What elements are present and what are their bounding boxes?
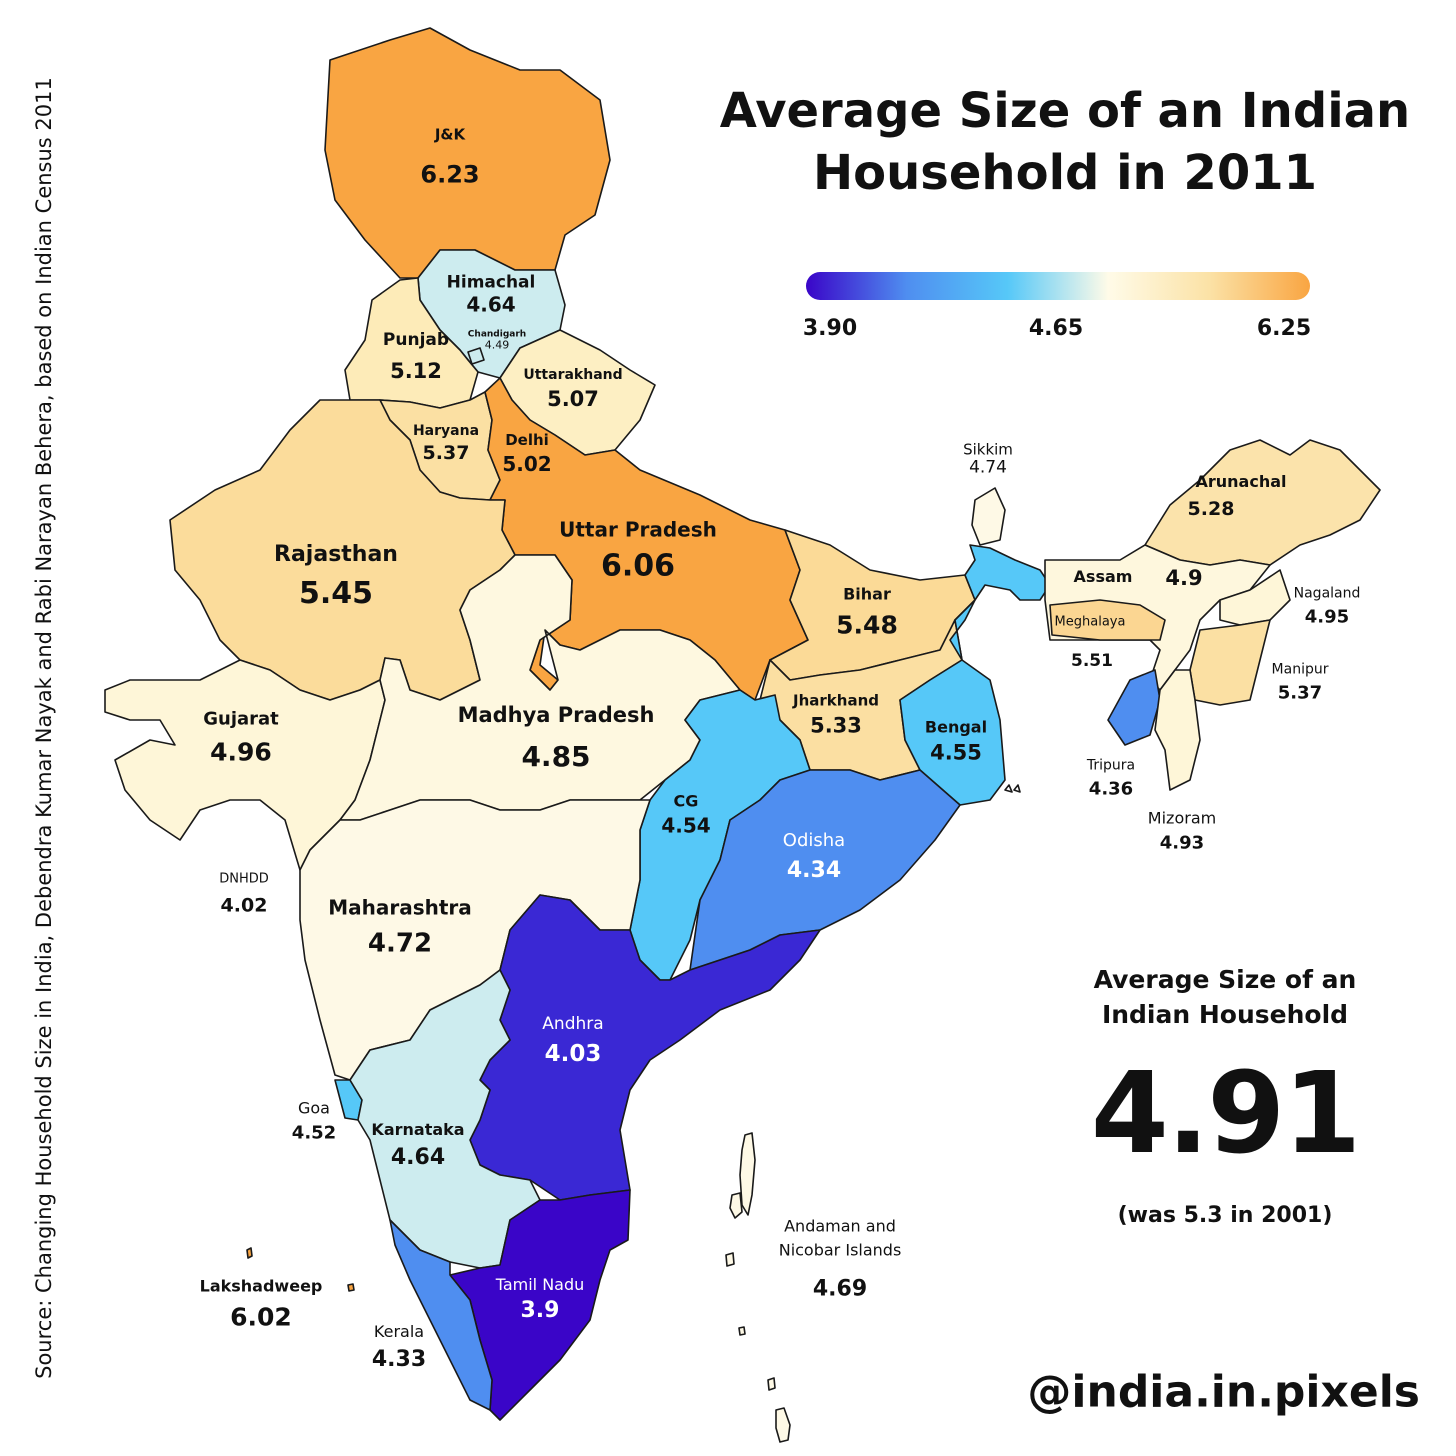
brand-handle: @india.in.pixels	[1027, 1366, 1420, 1418]
label-karnataka: Karnataka 4.64	[371, 1120, 465, 1171]
label-mizoram: Mizoram 4.93	[1147, 808, 1217, 854]
label-nagaland: Nagaland 4.95	[1293, 585, 1361, 628]
label-uttarakhand: Uttarakhand 5.07	[523, 366, 623, 411]
region-chhattisgarh[interactable]	[629, 689, 811, 981]
label-jharkhand: Jharkhand 5.33	[793, 691, 879, 738]
map-title: Average Size of an Indian Household in 2…	[700, 80, 1430, 205]
label-tamil-nadu: Tamil Nadu 3.9	[495, 1275, 585, 1324]
label-kerala: Kerala 4.33	[371, 1322, 427, 1373]
region-karnataka[interactable]	[349, 969, 541, 1269]
summary-value: 4.91	[1090, 1049, 1361, 1179]
label-goa: Goa 4.52	[291, 1098, 337, 1144]
label-odisha: Odisha 4.34	[782, 830, 846, 883]
region-tripura[interactable]	[1107, 669, 1161, 746]
label-bihar: Bihar 5.48	[836, 584, 898, 640]
region-kerala[interactable]	[389, 1219, 493, 1411]
label-rajasthan: Rajasthan 5.45	[274, 542, 398, 612]
label-assam: Assam	[1073, 566, 1133, 586]
bengal-island-marks	[1004, 784, 1021, 793]
label-dnhdd: DNHDD 4.02	[219, 871, 269, 917]
label-madhya-pradesh: Madhya Pradesh 4.85	[457, 702, 655, 773]
summary-heading-line-2: Indian Household	[1101, 1000, 1349, 1029]
label-bengal: Bengal 4.55	[924, 717, 988, 766]
label-tripura: Tripura 4.36	[1086, 757, 1136, 800]
source-credit: Source: Changing Household Size in India…	[32, 77, 56, 1379]
region-mizoram[interactable]	[1154, 669, 1201, 791]
region-lakshadweep[interactable]	[246, 1247, 355, 1292]
region-andaman-nicobar[interactable]	[725, 1132, 791, 1443]
legend-mid-label: 4.65	[1028, 316, 1084, 341]
label-himachal: Himachal 4.64	[446, 272, 536, 317]
label-punjab: Punjab 5.12	[382, 330, 450, 383]
label-jk: J&K 6.23	[420, 125, 480, 189]
label-uttar-pradesh: Uttar Pradesh 6.06	[559, 517, 717, 584]
summary-previous: (was 5.3 in 2001)	[1117, 1202, 1333, 1228]
label-chandigarh: Chandigarh 4.49	[467, 329, 527, 352]
label-andhra: Andhra 4.03	[542, 1014, 604, 1067]
label-gujarat: Gujarat 4.96	[203, 708, 279, 766]
region-jk[interactable]	[324, 27, 611, 279]
title-line-1: Average Size of an Indian	[719, 83, 1411, 139]
region-manipur[interactable]	[1189, 619, 1271, 706]
region-meghalaya[interactable]	[1049, 599, 1166, 641]
legend-max-label: 6.25	[1256, 316, 1312, 341]
color-scale-legend	[806, 272, 1310, 300]
label-manipur: Manipur 5.37	[1271, 661, 1329, 704]
label-cg: CG 4.54	[661, 791, 711, 838]
region-chandigarh[interactable]	[467, 347, 485, 365]
region-punjab[interactable]	[344, 277, 479, 409]
label-arunachal: Arunachal 5.28	[1187, 471, 1287, 521]
label-maharashtra: Maharashtra 4.72	[328, 895, 472, 959]
summary-panel: Average Size of an Indian Household 4.91…	[1060, 962, 1390, 1228]
label-andaman-nicobar: Andaman and Nicobar Islands 4.69	[778, 1216, 902, 1302]
label-meghalaya: Meghalaya	[1054, 614, 1126, 630]
label-lakshadweep: Lakshadweep 6.02	[199, 1276, 323, 1332]
region-sikkim[interactable]	[971, 487, 1006, 546]
label-sikkim: Sikkim 4.74	[963, 440, 1013, 478]
label-delhi: Delhi 5.02	[502, 430, 552, 477]
label-haryana: Haryana 5.37	[412, 423, 480, 465]
summary-heading-line-1: Average Size of an	[1093, 965, 1357, 994]
summary-heading: Average Size of an Indian Household	[1060, 962, 1390, 1032]
value-assam: 4.9	[1165, 565, 1203, 590]
value-meghalaya: 5.51	[1071, 651, 1113, 672]
title-line-2: Household in 2011	[812, 145, 1318, 202]
legend-min-label: 3.90	[802, 316, 858, 341]
